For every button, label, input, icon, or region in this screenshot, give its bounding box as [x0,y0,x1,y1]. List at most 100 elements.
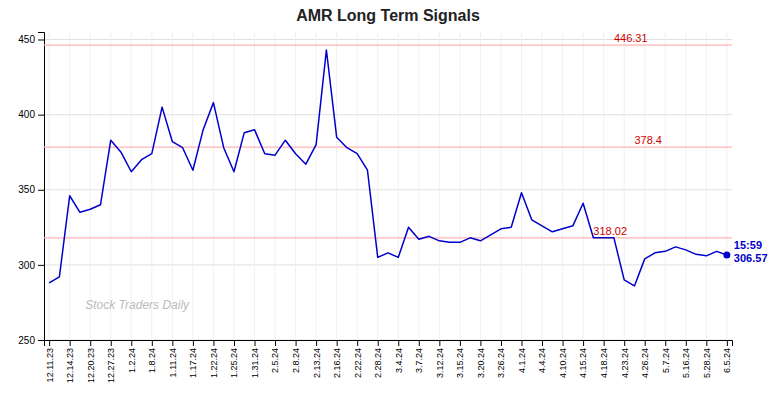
tick-mark [38,115,44,116]
tick-mark [501,340,502,346]
tick-label: 4.1.24 [517,348,527,373]
tick: 12.27.23 [106,340,116,383]
tick-mark [234,340,235,346]
tick-label: 2.5.24 [270,348,280,373]
tick-label: 12.27.23 [106,348,116,383]
tick-mark [460,340,461,346]
tick: 4.23.24 [620,340,630,378]
tick: 3.26.24 [496,340,506,378]
tick: 4.18.24 [599,340,609,378]
grid-line [151,32,152,340]
grid-line [542,32,543,340]
grid-line [500,32,501,340]
tick: 450 [18,34,44,45]
tick: 4.4.24 [537,340,547,373]
grid-line [44,264,732,265]
title: AMR Long Term Signals [296,7,480,24]
watermark: Stock Traders Daily [85,298,190,312]
chart: 25030035040045012.11.2312.14.2312.20.231… [0,0,784,398]
grid-line [90,32,91,340]
y-axis: 250300350400450 [18,33,44,346]
grid-line [480,32,481,340]
tick: 1.11.24 [168,340,178,377]
annotation: 318.02 [593,225,627,237]
tick: 2.28.24 [373,340,383,378]
tick-label: 1.22.24 [209,348,219,378]
tick-label: 4.26.24 [640,348,650,378]
tick-mark [542,340,543,346]
tick-label: 2.13.24 [311,348,321,378]
tick-mark [38,340,44,341]
tick: 3.4.24 [394,340,404,373]
tick-mark [90,340,91,346]
tick-mark [706,340,707,346]
price-line [49,50,727,286]
grid-line [603,32,604,340]
grid-line [316,32,317,340]
tick-label: 6.5.24 [722,348,732,373]
grid-line [706,32,707,340]
tick-label: 12.20.23 [86,348,96,383]
grid-line [459,32,460,340]
grid-line [44,114,732,115]
grid-line [131,32,132,340]
grid-line [49,32,50,340]
grid-line [275,32,276,340]
tick-label: 3.26.24 [496,348,506,378]
tick: 6.5.24 [722,340,732,373]
tick-mark [316,340,317,346]
grid-line [583,32,584,340]
tick-label: 1.2.24 [127,348,137,373]
grid-line [624,32,625,340]
tick-label: 2.22.24 [353,348,363,378]
tick-label: 3.15.24 [455,348,465,378]
grid-line [521,32,522,340]
tick-label: 400 [18,109,35,120]
tick-label: 4.4.24 [537,348,547,373]
annotation: 446.31 [614,32,648,44]
tick: 3.7.24 [414,340,424,373]
tick-label: 450 [18,34,35,45]
tick-mark [275,340,276,346]
grid-line [233,32,234,340]
tick-mark [521,340,522,346]
tick-label: 1.11.24 [168,348,178,377]
tick-label: 300 [18,260,35,271]
tick: 1.22.24 [209,340,219,378]
grid-line [377,32,378,340]
tick: 1.17.24 [188,340,198,378]
tick-label: 12.14.23 [65,348,75,383]
tick: 3.15.24 [455,340,465,378]
data [44,45,732,286]
grid-line [418,32,419,340]
tick-label: 2.8.24 [291,348,301,373]
signal-line [44,146,732,147]
tick-label: 4.10.24 [558,348,568,378]
tick: 4.26.24 [640,340,650,378]
tick: 3.12.24 [435,340,445,378]
grid-line [213,32,214,340]
tick-mark [296,340,297,346]
plot: 25030035040045012.11.2312.14.2312.20.231… [18,32,767,383]
tick-mark [727,340,728,346]
tick-label: 5.7.24 [661,348,671,373]
tick-mark [193,340,194,346]
grid-line [726,32,727,340]
tick-mark [38,265,44,266]
tick: 250 [18,335,44,346]
tick: 4.10.24 [558,340,568,378]
tick-mark [337,340,338,346]
tick-mark [645,340,646,346]
tick-mark [686,340,687,346]
tick-mark [583,340,584,346]
axis-line [45,341,733,347]
tick-label: 3.12.24 [435,348,445,378]
tick-label: 3.7.24 [414,348,424,373]
grid-line [685,32,686,340]
tick: 3.20.24 [476,340,486,378]
grid-line [644,32,645,340]
tick: 2.5.24 [270,340,280,373]
tick: 1.31.24 [250,340,260,378]
tick: 2.22.24 [353,340,363,378]
tick-label: 1.17.24 [188,348,198,378]
